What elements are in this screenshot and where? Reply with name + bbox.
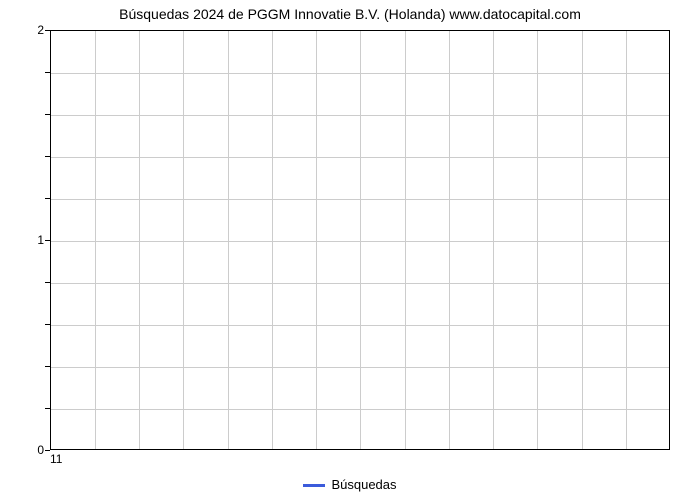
grid-line-v — [316, 31, 317, 449]
grid-line-h — [51, 241, 669, 242]
grid-line-h — [51, 115, 669, 116]
grid-line-h — [51, 199, 669, 200]
grid-line-h — [51, 325, 669, 326]
grid-line-v — [537, 31, 538, 449]
grid-line-h — [51, 367, 669, 368]
y-tick — [45, 450, 50, 451]
grid-line-h — [51, 283, 669, 284]
grid-line-h — [51, 157, 669, 158]
grid-line-h — [51, 73, 669, 74]
y-tick-label-1: 1 — [24, 233, 44, 247]
chart-title: Búsquedas 2024 de PGGM Innovatie B.V. (H… — [0, 6, 700, 22]
grid-line-v — [582, 31, 583, 449]
legend-label: Búsquedas — [331, 477, 396, 492]
grid-line-v — [95, 31, 96, 449]
grid-line-v — [626, 31, 627, 449]
grid-line-v — [183, 31, 184, 449]
grid-line-v — [272, 31, 273, 449]
legend-swatch — [303, 484, 325, 487]
y-tick-label-0: 0 — [24, 443, 44, 457]
y-tick-label-2: 2 — [24, 23, 44, 37]
grid-line-v — [405, 31, 406, 449]
grid-line-v — [139, 31, 140, 449]
grid-line-h — [51, 409, 669, 410]
grid-line-v — [360, 31, 361, 449]
grid-line-v — [449, 31, 450, 449]
plot-area — [50, 30, 670, 450]
grid-line-v — [228, 31, 229, 449]
grid-line-v — [493, 31, 494, 449]
x-tick-label-11: 11 — [50, 452, 62, 466]
legend: Búsquedas — [0, 477, 700, 492]
